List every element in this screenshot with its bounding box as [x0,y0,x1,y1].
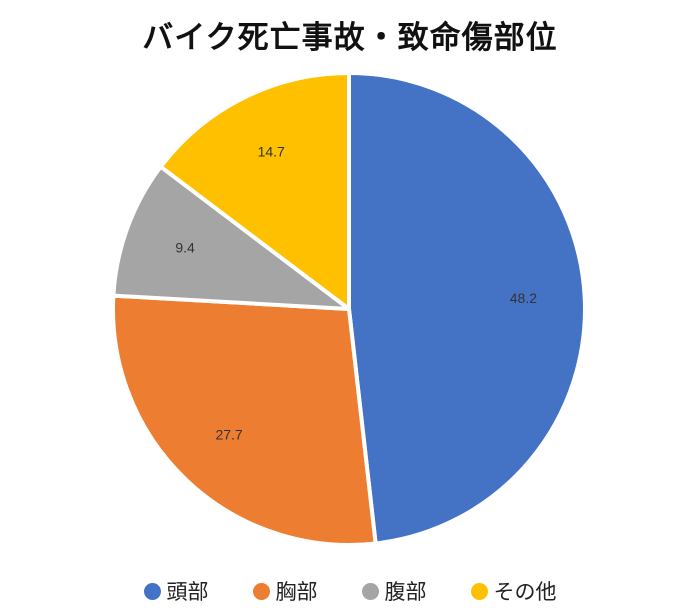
pie-data-labels: 48.2 27.7 9.4 14.7 [175,143,537,442]
legend-swatch-head [143,582,161,600]
legend-label-abdomen: 腹部 [384,580,427,604]
legend-item-chest: 胸部 [252,576,318,606]
pie-slice-other [158,71,351,311]
pie-slices [111,71,587,547]
data-label-head: 48.2 [510,290,537,306]
legend-item-head: 頭部 [143,576,209,606]
legend-swatch-chest [252,582,270,600]
data-label-other: 14.7 [258,143,285,159]
chart-legend: 頭部 胸部 腹部 その他 [0,576,700,606]
data-label-chest: 27.7 [215,427,242,443]
legend-swatch-other [470,582,488,600]
pie-slice-chest [111,293,378,547]
pie-slice-abdomen [111,164,351,311]
legend-label-head: 頭部 [166,580,209,604]
chart-title: バイク死亡事故・致命傷部位 [142,20,558,56]
legend-label-other: その他 [493,580,557,604]
legend-item-abdomen: 腹部 [361,576,427,606]
data-label-abdomen: 9.4 [175,240,195,256]
pie-slice-head [347,71,587,546]
legend-item-other: その他 [470,576,557,606]
legend-label-chest: 胸部 [275,580,318,604]
legend-swatch-abdomen [361,582,379,600]
